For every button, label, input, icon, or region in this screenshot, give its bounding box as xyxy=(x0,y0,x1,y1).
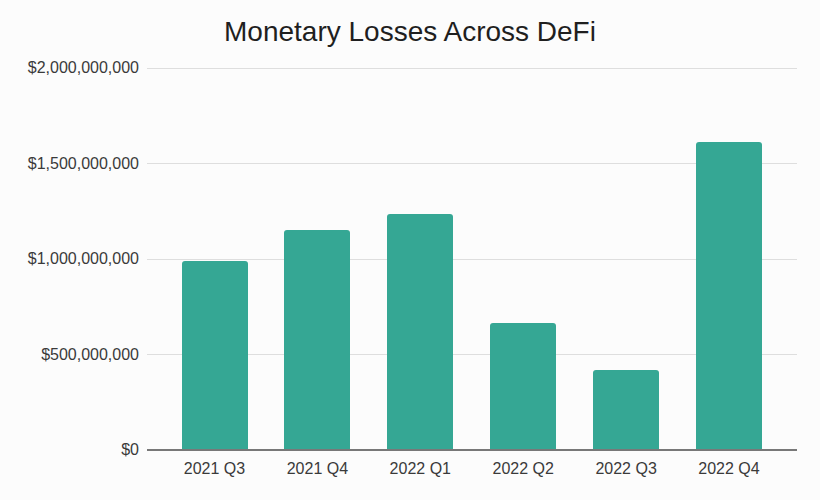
bar xyxy=(284,230,350,450)
bar-chart: Monetary Losses Across DeFi $0 $500,000,0… xyxy=(0,0,820,500)
x-axis-line xyxy=(147,449,797,451)
bar xyxy=(593,370,659,450)
y-tick-label: $500,000,000 xyxy=(9,347,139,363)
gridline xyxy=(147,68,797,69)
y-tick-label: $1,500,000,000 xyxy=(9,156,139,172)
x-tick-label: 2022 Q3 xyxy=(571,461,681,477)
x-tick-label: 2022 Q2 xyxy=(468,461,578,477)
y-tick-label: $2,000,000,000 xyxy=(9,60,139,76)
bar xyxy=(696,142,762,450)
bar xyxy=(490,323,556,450)
x-tick-label: 2022 Q4 xyxy=(674,461,784,477)
y-tick-label: $0 xyxy=(9,442,139,458)
x-tick-label: 2021 Q3 xyxy=(160,461,270,477)
x-tick-label: 2022 Q1 xyxy=(365,461,475,477)
y-tick-label: $1,000,000,000 xyxy=(9,251,139,267)
bar xyxy=(387,214,453,450)
chart-title: Monetary Losses Across DeFi xyxy=(0,16,820,48)
x-tick-label: 2021 Q4 xyxy=(262,461,372,477)
bar xyxy=(182,261,248,450)
